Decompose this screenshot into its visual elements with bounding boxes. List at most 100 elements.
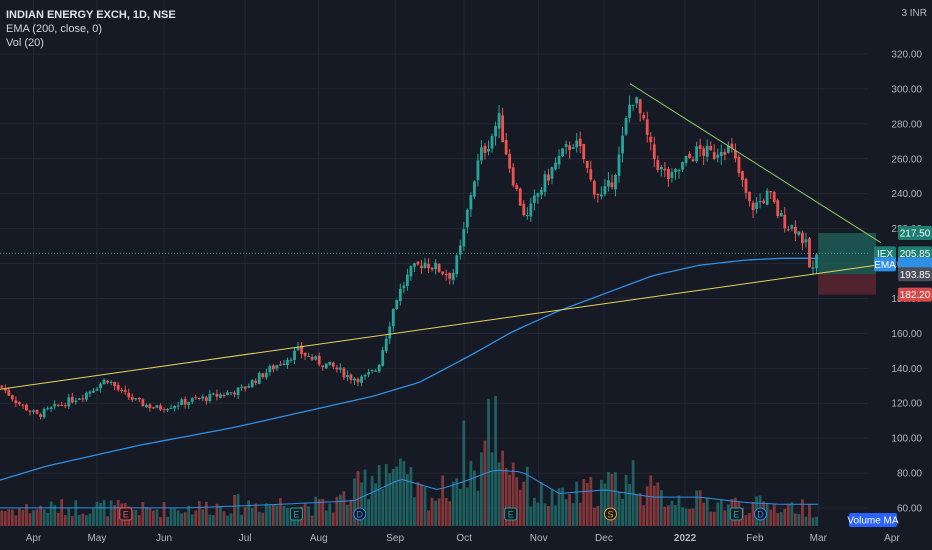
volume-bar xyxy=(162,502,166,526)
volume-bar xyxy=(719,499,723,526)
candle-body xyxy=(113,382,117,387)
volume-bar xyxy=(695,490,699,526)
volume-bar xyxy=(638,493,642,526)
marker-shape xyxy=(119,507,133,521)
candle-body xyxy=(92,390,95,393)
candle-body xyxy=(190,398,194,402)
volume-bar xyxy=(532,497,536,526)
price-tag-box xyxy=(898,246,932,261)
last-price-tag[interactable]: IEX 205.85 xyxy=(874,246,932,261)
candle-body xyxy=(698,145,702,149)
volume-bar xyxy=(53,505,57,526)
volume-bar xyxy=(42,509,46,526)
candle-body xyxy=(681,162,684,170)
trendline-lower[interactable] xyxy=(0,264,877,390)
price-tag-value: 182.20 xyxy=(900,290,931,301)
candle-body xyxy=(233,392,236,395)
volume-bar xyxy=(684,508,688,526)
volume-ma-badge[interactable]: Volume MA xyxy=(847,513,899,527)
candle-body xyxy=(377,364,381,372)
volume-bar xyxy=(247,500,251,526)
event-marker-dividend[interactable]: D xyxy=(353,507,367,521)
candle-body xyxy=(293,350,296,361)
event-marker-dividend[interactable]: D xyxy=(754,507,768,521)
candle-body xyxy=(289,359,293,361)
volume-bar xyxy=(286,507,289,526)
volume-bar xyxy=(596,505,600,526)
stop-price-tag[interactable]: 182.20 xyxy=(898,287,932,302)
target-zone[interactable] xyxy=(818,232,877,275)
candle-body xyxy=(599,194,603,197)
candle-body xyxy=(247,386,251,388)
volume-bar xyxy=(522,481,526,526)
event-marker-earnings-up[interactable]: E xyxy=(504,507,518,521)
candle-body xyxy=(635,97,639,104)
candle-body xyxy=(17,402,21,405)
volume-bar xyxy=(688,508,691,526)
volume-bar xyxy=(180,513,184,526)
candle-body xyxy=(370,369,374,371)
candle-body xyxy=(176,405,180,407)
candle-body xyxy=(476,160,480,181)
volume-bar xyxy=(109,500,113,526)
candle-body xyxy=(162,409,166,411)
volume-bar xyxy=(88,513,92,526)
volume-bar xyxy=(779,512,783,526)
volume-bar xyxy=(437,498,441,526)
candle-body xyxy=(455,255,459,275)
volume-indicator-label[interactable]: Vol (20) xyxy=(6,37,44,49)
volume-bar xyxy=(480,452,483,526)
volume-bar xyxy=(32,510,35,526)
candle-body xyxy=(666,169,670,180)
candle-body xyxy=(793,226,797,234)
volume-bar xyxy=(691,508,695,526)
trendline-upper[interactable] xyxy=(629,83,882,244)
volume-bar xyxy=(670,500,674,526)
candle-body xyxy=(14,400,18,404)
volume-bar xyxy=(607,471,610,526)
candle-body xyxy=(303,353,307,356)
volume-bar xyxy=(106,516,109,526)
candle-body xyxy=(130,396,134,400)
candle-body xyxy=(413,263,416,267)
volume-bar xyxy=(642,505,646,526)
target-price-tag[interactable]: 217.50 xyxy=(898,225,932,240)
candle-body xyxy=(77,398,81,400)
volume-bar xyxy=(28,513,32,526)
volume-bar xyxy=(338,494,342,526)
entry-price-tag[interactable]: 193.85 xyxy=(898,267,932,282)
event-marker-earnings-up[interactable]: E xyxy=(289,507,303,521)
candle-body xyxy=(430,267,434,270)
stop-zone[interactable] xyxy=(818,274,877,295)
event-marker-earnings-down[interactable]: E xyxy=(119,507,133,521)
volume-bar xyxy=(599,479,603,526)
volume-bar xyxy=(434,500,438,526)
volume-bar xyxy=(561,487,564,526)
candle-body xyxy=(420,265,423,269)
candle-body xyxy=(222,394,226,396)
candle-body xyxy=(282,363,286,366)
candle-body xyxy=(670,172,674,178)
candle-body xyxy=(575,140,579,148)
candle-body xyxy=(741,171,744,181)
volume-bar xyxy=(677,495,681,526)
symbol-title[interactable]: INDIAN ENERGY EXCH, 1D, NSE xyxy=(6,9,176,21)
candle-body xyxy=(300,345,303,354)
candle-body xyxy=(310,356,314,360)
candle-body xyxy=(652,144,656,160)
candle-body xyxy=(109,381,113,383)
volume-bar xyxy=(331,512,335,526)
y-tick-label: 320.00 xyxy=(891,49,922,60)
ema-line[interactable] xyxy=(0,257,819,481)
price-tag-box xyxy=(898,267,932,282)
event-marker-split[interactable]: S xyxy=(603,507,617,521)
ema-indicator-label[interactable]: EMA (200, close, 0) xyxy=(6,23,102,35)
candle-body xyxy=(480,147,483,161)
volume-bar xyxy=(204,501,208,526)
event-marker-earnings-up[interactable]: E xyxy=(729,507,743,521)
volume-bar xyxy=(635,494,639,526)
y-tick-label: 100.00 xyxy=(891,434,922,445)
volume-bar xyxy=(367,499,370,526)
volume-bar xyxy=(374,483,378,526)
